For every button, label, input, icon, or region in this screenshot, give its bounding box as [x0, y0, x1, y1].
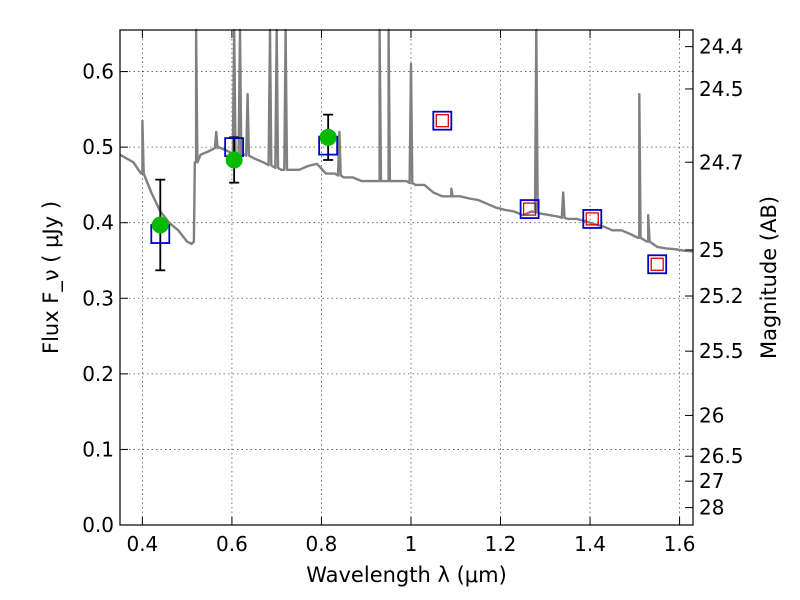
model-flux-blue-square — [582, 209, 603, 229]
right-tick-label: 24.7 — [699, 150, 744, 174]
synthetic-flux-red-square — [650, 257, 664, 271]
x-tick-label: 1.2 — [485, 532, 517, 556]
y-tick-label: 0.2 — [82, 362, 114, 386]
observed-flux-green-circle — [151, 216, 169, 234]
y-axis-label: Flux F_ν ( μJy ) — [39, 201, 64, 354]
synthetic-flux-red-square — [585, 212, 599, 226]
right-tick-label: 24.4 — [699, 35, 744, 59]
y-tick-label: 0.0 — [82, 513, 114, 537]
model-flux-blue-square — [519, 199, 540, 220]
right-axis-label: Magnitude (AB) — [757, 196, 781, 359]
synthetic-flux-red-square — [435, 114, 449, 128]
right-tick-label: 25 — [699, 238, 724, 262]
y-tick-label: 0.5 — [82, 135, 114, 159]
right-tick-label: 28 — [699, 496, 724, 520]
grid-layer — [120, 30, 693, 526]
x-tick-label: 0.4 — [126, 532, 158, 556]
right-tick-label: 27 — [699, 469, 724, 493]
right-tick-label: 26.5 — [699, 444, 744, 468]
y-tick-label: 0.6 — [82, 60, 114, 84]
x-tick-label: 1 — [405, 532, 418, 556]
spectrum-layer — [119, 28, 694, 253]
synthetic-flux-red-square — [522, 202, 537, 216]
model-spectrum-line — [119, 28, 694, 253]
observed-flux-green-circle — [225, 151, 243, 169]
ticks-layer: 0.4 0.6 0.8 1 1.2 1.4 1.6 0.0 0.1 0.2 0.3 0.4 0.5 0.6… — [82, 30, 744, 556]
x-axis-label: Wavelength λ (μm) — [306, 563, 507, 587]
x-tick-label: 0.6 — [216, 532, 248, 556]
x-tick-label: 1.4 — [574, 532, 606, 556]
y-tick-label: 0.1 — [82, 437, 114, 461]
plot-frame — [119, 29, 694, 526]
x-tick-label: 0.8 — [306, 532, 338, 556]
observed-flux-green-circle — [319, 128, 337, 146]
x-tick-label: 1.6 — [664, 532, 696, 556]
right-tick-label: 26 — [699, 403, 724, 427]
model-flux-blue-square — [432, 110, 453, 131]
points-layer — [150, 110, 668, 275]
y-tick-label: 0.4 — [82, 211, 114, 235]
y-tick-label: 0.3 — [82, 286, 114, 310]
model-flux-blue-square — [647, 254, 668, 275]
right-tick-label: 25.2 — [699, 284, 744, 308]
right-tick-label: 25.5 — [699, 339, 744, 363]
right-tick-label: 24.5 — [699, 77, 744, 101]
